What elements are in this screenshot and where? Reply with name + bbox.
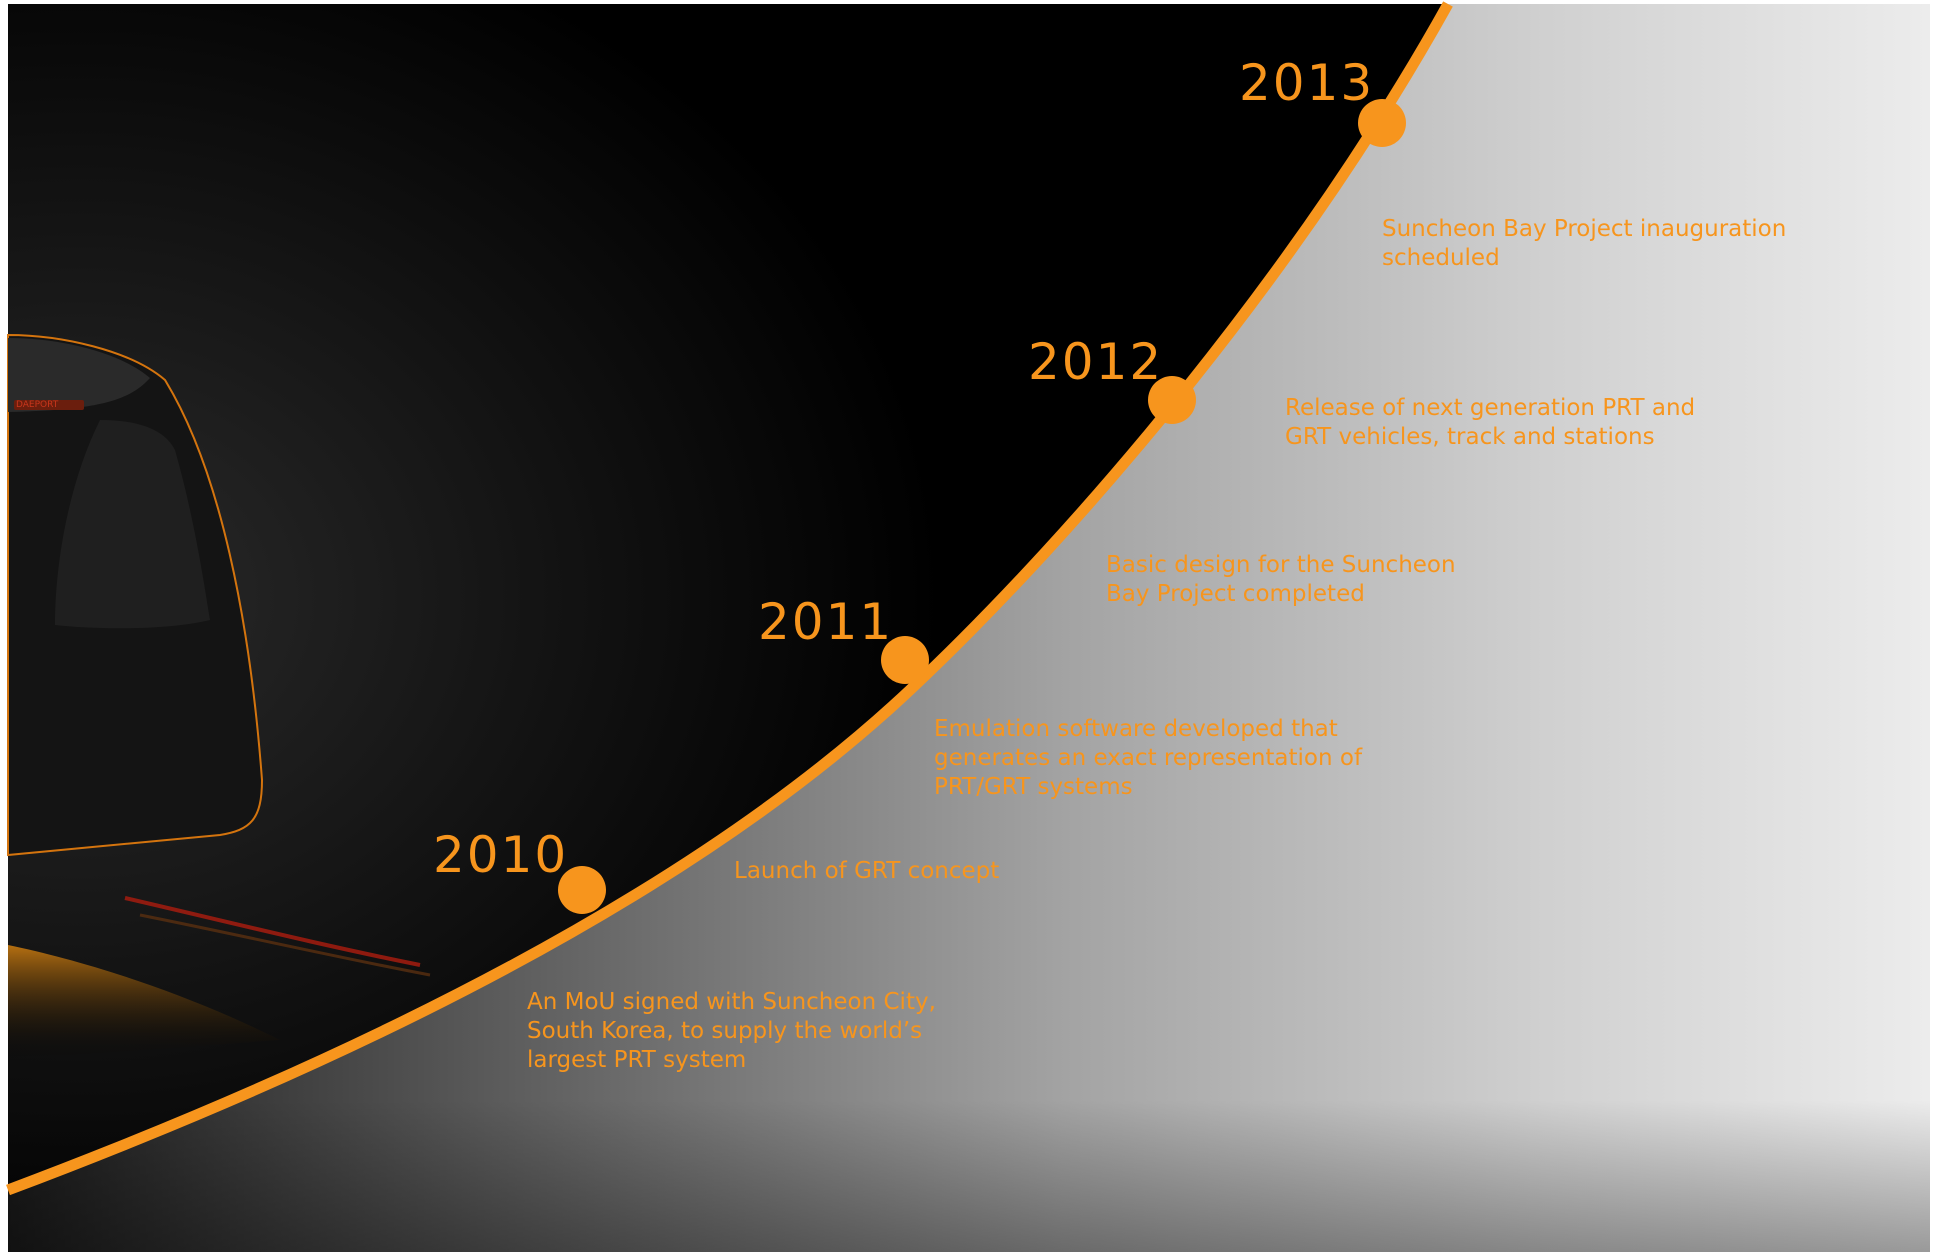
milestone-note-grt-concept: Launch of GRT concept <box>734 858 1000 884</box>
milestone-dot-2011 <box>881 636 929 684</box>
milestone-note-basic-design: Basic design for the Suncheon Bay Projec… <box>1106 552 1456 607</box>
vehicle-silhouette: DAEPORT <box>7 333 431 1060</box>
vehicle-badge-stripe <box>14 400 84 410</box>
milestone-dot-2012 <box>1148 376 1196 424</box>
dark-region <box>8 4 1448 1190</box>
year-label-2011: 2011 <box>758 593 894 651</box>
milestone-note-inauguration: Suncheon Bay Project inauguration schedu… <box>1382 216 1787 271</box>
year-label-2010: 2010 <box>433 826 569 884</box>
milestone-dot-2010 <box>558 866 606 914</box>
timeline-curve <box>6 1 1453 1196</box>
milestone-note-next-gen: Release of next generation PRT and GRT v… <box>1285 395 1696 450</box>
milestone-note-emulation: Emulation software developed that genera… <box>934 716 1363 800</box>
vehicle-badge: DAEPORT <box>16 400 59 410</box>
milestone-dot-2013 <box>1358 99 1406 147</box>
year-label-2012: 2012 <box>1028 333 1164 391</box>
milestone-note-mou: An MoU signed with Suncheon City, South … <box>527 989 936 1073</box>
year-label-2013: 2013 <box>1239 54 1375 112</box>
